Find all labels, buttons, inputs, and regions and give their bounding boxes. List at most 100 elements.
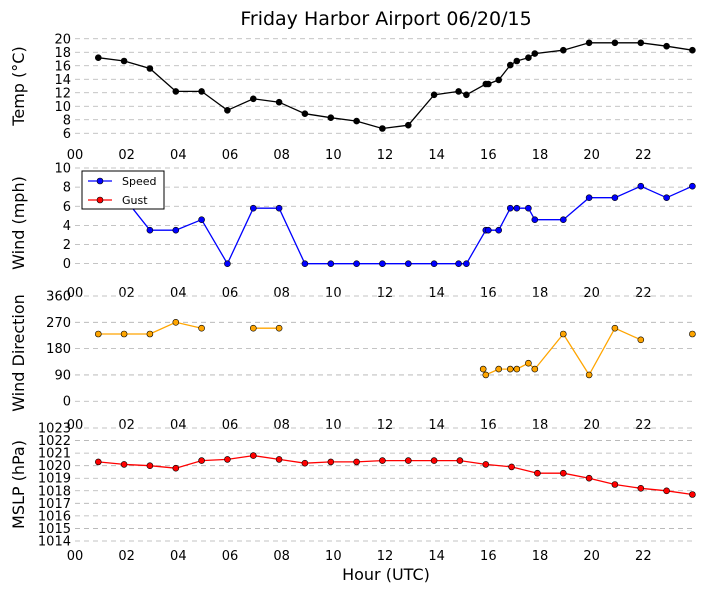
temp-series-0-point [513, 57, 521, 65]
wind-speed-0-point [525, 204, 532, 212]
wind-speed-0-point [495, 226, 503, 234]
temp-series-0-point [559, 46, 567, 54]
wind-direction-series-0-point [689, 330, 696, 338]
temp-series-0-point [379, 125, 386, 132]
mslp-series-0-point [559, 469, 567, 477]
wind-direction-series-0-point [506, 365, 514, 373]
wind-direction-series-0-point [525, 359, 532, 367]
mslp-series-0-point [250, 452, 257, 459]
mslp-series-0-point [663, 487, 670, 495]
wind-y-tick-label: 10 [54, 162, 71, 177]
temp-x-tick-label: 22 [635, 148, 652, 163]
wind-speed-0-point [353, 260, 360, 268]
temp-series-0-point [224, 107, 231, 114]
mslp-x-tick-label: 08 [273, 549, 290, 564]
mslp-x-tick-label: 16 [480, 549, 497, 564]
mslp-x-tick-label: 12 [377, 549, 394, 564]
wind-speed-0-point [430, 260, 438, 268]
wind-direction-series-0-point [637, 336, 645, 344]
wind-legend-box [81, 170, 165, 210]
temp-y-tick-label: 12 [54, 86, 71, 101]
chart-title: Friday Harbor Airport 06/20/15 [240, 8, 531, 30]
temp-y-tick-label: 10 [54, 100, 71, 115]
wind-x-tick-label: 08 [273, 286, 290, 301]
wind-direction-x-tick-label: 06 [222, 418, 239, 433]
wind-legend-label: Gust [122, 194, 148, 207]
temp-series-0-point [531, 50, 539, 57]
wind-speed-0-point [585, 194, 593, 201]
temp-series-0-point [95, 54, 102, 62]
temp-y-tick-label: 8 [63, 113, 71, 128]
mslp-y-tick-label: 1017 [38, 497, 71, 512]
wind-speed-0-point [301, 260, 309, 268]
wind-speed-0-point [275, 204, 283, 212]
wind-x-tick-label: 16 [480, 286, 497, 301]
x-axis-label: Hour (UTC) [342, 565, 430, 584]
temp-x-tick-label: 02 [118, 148, 135, 163]
wind-x-tick-label: 20 [583, 286, 600, 301]
wind-direction-series-0-point [559, 330, 567, 338]
wind-speed-0-point [559, 216, 567, 223]
wind-x-tick-label: 06 [222, 286, 239, 301]
wind-direction-series-0-point [95, 330, 102, 338]
wind-direction-series-0-point [198, 324, 205, 332]
wind-direction-series-0-point [250, 324, 257, 332]
temp-y-tick-label: 20 [54, 32, 71, 47]
mslp-x-tick-label: 02 [118, 549, 135, 564]
temp-x-tick-label: 14 [428, 148, 445, 163]
temp-x-tick-label: 08 [273, 148, 290, 163]
wind-legend-label: Speed [122, 175, 156, 188]
temp-x-tick-label: 10 [325, 148, 342, 163]
mslp-series-0-point [404, 457, 412, 464]
wind-x-tick-label: 18 [532, 286, 549, 301]
temp-y-tick-label: 18 [54, 46, 71, 61]
temp-series-0-point [198, 88, 205, 95]
wind-direction-y-tick-label: 180 [46, 342, 71, 357]
temp-series-0-point [637, 39, 645, 47]
temp-series-0-point [663, 42, 670, 50]
temp-series-0-point [611, 39, 619, 47]
temp-x-tick-label: 06 [222, 148, 239, 163]
mslp-series-0-point [611, 481, 619, 488]
temp-series-0-point [120, 57, 128, 65]
mslp-x-tick-label: 00 [67, 549, 84, 564]
wind-speed-0-line [98, 185, 693, 266]
mslp-series-0-point [456, 457, 464, 464]
wind-x-tick-label: 22 [635, 286, 652, 301]
temp-series-0-point [455, 88, 462, 95]
wind-speed-0-point [455, 260, 462, 268]
mslp-series-0-point [327, 458, 335, 466]
temp-x-tick-label: 18 [532, 148, 549, 163]
wind-speed-0-point [637, 182, 645, 190]
mslp-y-tick-label: 1015 [38, 522, 71, 537]
wind-direction-x-tick-label: 08 [273, 418, 290, 433]
mslp-y-tick-label: 1023 [38, 422, 71, 437]
temp-x-tick-label: 16 [480, 148, 497, 163]
wind-direction-series-0-point [513, 365, 521, 373]
wind-speed-0-point [484, 226, 492, 234]
mslp-series-0-point [430, 457, 438, 464]
temp-series-0-point [250, 95, 257, 103]
temp-y-tick-label: 16 [54, 59, 71, 74]
mslp-series-0-point [689, 491, 696, 498]
temp-series-0-point [275, 98, 283, 106]
wind-speed-0-point [404, 260, 412, 268]
temp-series-0-point [585, 39, 593, 47]
mslp-series-0-point [353, 458, 360, 466]
wind-direction-x-tick-label: 12 [377, 418, 394, 433]
mslp-series-0-point [482, 461, 490, 468]
temp-series-0-point [506, 61, 514, 69]
temp-series-0-point [146, 65, 154, 72]
temp-x-tick-label: 20 [583, 148, 600, 163]
temp-y-axis-label: Temp (°C) [9, 46, 28, 126]
mslp-y-tick-label: 1020 [38, 459, 71, 474]
wind-direction-x-tick-label: 18 [532, 418, 549, 433]
wind-speed-0-point [146, 226, 154, 234]
mslp-panel: 1014101510161017101810191020102110221023… [9, 422, 696, 564]
mslp-series-0-point [224, 456, 231, 463]
wind-direction-series-0-point [611, 324, 619, 332]
wind-direction-series-0-point [146, 330, 154, 338]
